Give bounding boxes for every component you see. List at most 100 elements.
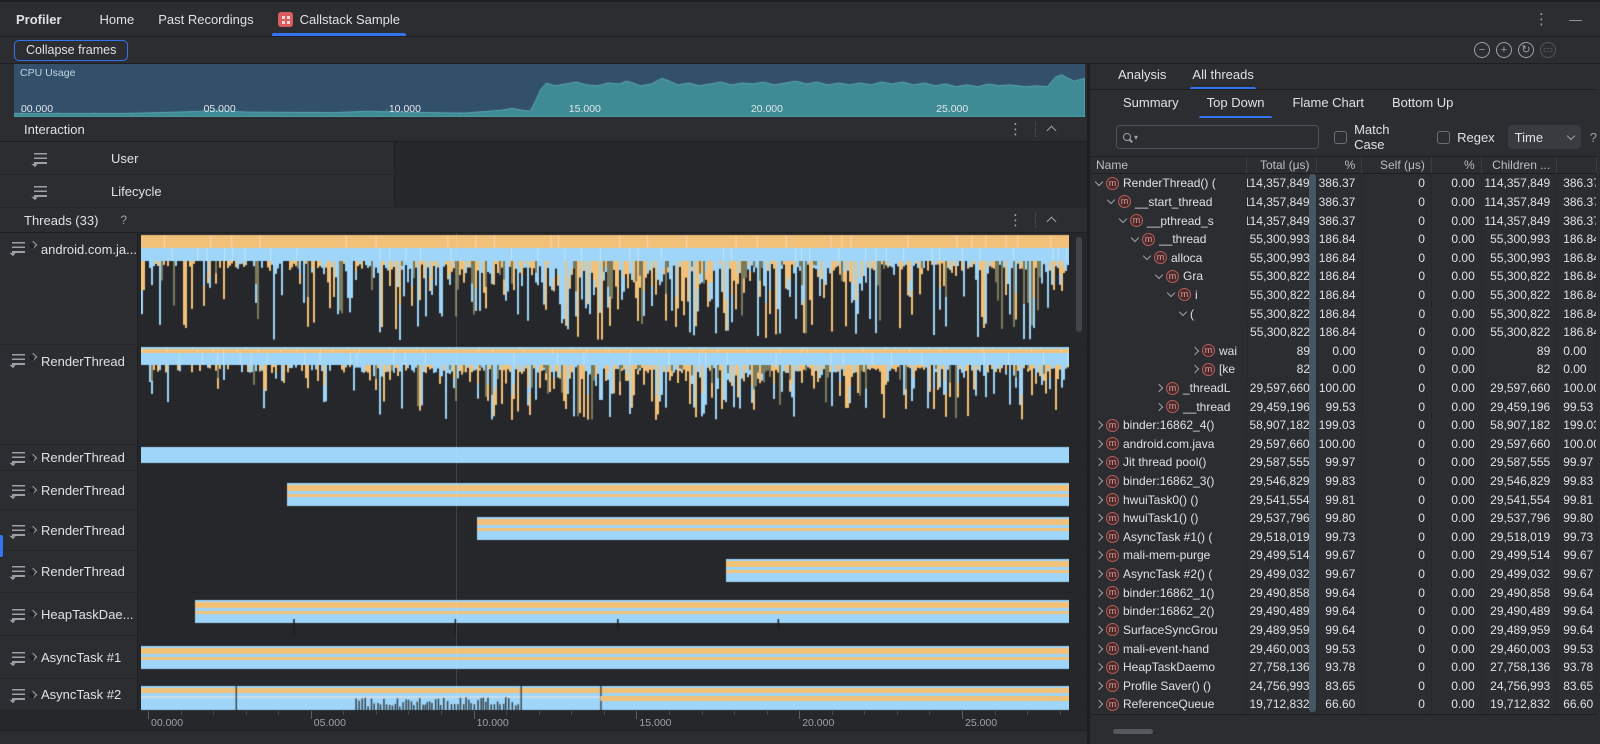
table-row[interactable]: m hwuiTask1() () 29,537,796 99.80 0 0.00 29,53… bbox=[1090, 508, 1597, 528]
cpu-usage-canvas[interactable] bbox=[14, 64, 1085, 117]
tab-callstack-sample[interactable]: Callstack Sample bbox=[266, 2, 412, 36]
regex-option[interactable]: Regex bbox=[1437, 130, 1495, 145]
column-header-children-pct[interactable]: % bbox=[1317, 157, 1363, 173]
table-row[interactable]: m mali-event-hand 29,460,003 99.53 0 0.00 29,4… bbox=[1090, 639, 1597, 658]
vertical-scrollbar[interactable] bbox=[1076, 237, 1082, 332]
thread-label[interactable]: AsyncTask #1 bbox=[0, 636, 138, 678]
tab-analysis[interactable]: Analysis bbox=[1116, 67, 1168, 89]
table-row[interactable]: m HeapTaskDaemo 27,758,136 93.78 0 0.00 27,758… bbox=[1090, 657, 1597, 677]
chevron-expanded-icon[interactable] bbox=[1142, 251, 1152, 261]
table-row[interactable]: m alloca 55,300,993 186.84 0 0.00 55,300,993 18… bbox=[1090, 248, 1597, 268]
thread-track[interactable] bbox=[138, 471, 1087, 510]
tab-home[interactable]: Home bbox=[88, 2, 147, 36]
chevron-collapsed-icon[interactable] bbox=[1094, 439, 1104, 449]
table-row[interactable]: m AsyncTask #1() (29,518,019 99.73 0 0.00 29,… bbox=[1090, 527, 1597, 547]
table-row[interactable]: m SurfaceSyncGrou 29,489,959 99.64 0 0.00 29,4… bbox=[1090, 620, 1597, 640]
table-row[interactable]: m __pthread_s 114,357,849 386.37 0 0.00 114,35… bbox=[1090, 211, 1597, 230]
chevron-collapsed-icon[interactable] bbox=[1094, 420, 1104, 430]
tab-all-threads[interactable]: All threads bbox=[1190, 67, 1256, 89]
chevron-expanded-icon[interactable] bbox=[1154, 270, 1164, 280]
chevron-collapsed-icon[interactable] bbox=[1094, 625, 1104, 635]
table-scroll-stripe[interactable] bbox=[1309, 174, 1316, 712]
interaction-section-header[interactable]: Interaction ⋮ bbox=[0, 117, 1087, 142]
zoom-in-icon[interactable]: + bbox=[1496, 42, 1512, 58]
column-header-children[interactable]: Children ... bbox=[1482, 157, 1558, 173]
chevron-collapsed-icon[interactable] bbox=[1094, 551, 1104, 560]
thread-label[interactable]: RenderThread bbox=[0, 551, 138, 592]
match-case-option[interactable]: Match Case bbox=[1334, 122, 1422, 152]
thread-track-canvas[interactable] bbox=[141, 593, 1069, 636]
thread-label[interactable]: AsyncTask #2 bbox=[0, 679, 138, 710]
table-row[interactable]: m mali-mem-purge 29,499,514 99.67 0 0.00 29,49… bbox=[1090, 546, 1597, 565]
thread-track-canvas[interactable] bbox=[141, 233, 1069, 345]
table-row[interactable]: m AsyncTask #2() (29,499,032 99.67 0 0.00 29,… bbox=[1090, 564, 1597, 584]
thread-track-canvas[interactable] bbox=[141, 510, 1069, 551]
chevron-collapsed-icon[interactable] bbox=[1094, 458, 1104, 467]
interaction-kebab-icon[interactable]: ⋮ bbox=[1008, 121, 1023, 138]
tab-bottom-up[interactable]: Bottom Up bbox=[1390, 95, 1455, 118]
table-row[interactable]: m __thread 55,300,993 186.84 0 0.00 55,300,993… bbox=[1090, 229, 1597, 249]
chevron-expanded-icon[interactable] bbox=[1118, 214, 1128, 224]
search-help-icon[interactable]: ? bbox=[1589, 129, 1597, 145]
interaction-track[interactable] bbox=[395, 175, 1087, 207]
thread-track-canvas[interactable] bbox=[141, 471, 1069, 510]
chevron-collapsed-icon[interactable] bbox=[1190, 346, 1200, 356]
table-row[interactable]: 55,300,822 186.84 0 0.00 55,300,822 186.84 bbox=[1090, 322, 1597, 342]
table-row[interactable]: m binder:16862_1() 29,490,858 99.64 0 0.00 29,… bbox=[1090, 583, 1597, 603]
thread-track[interactable] bbox=[138, 636, 1087, 679]
interaction-row-lifecycle[interactable]: Lifecycle bbox=[0, 175, 1087, 208]
tab-top-down[interactable]: Top Down bbox=[1198, 95, 1273, 118]
chevron-collapsed-icon[interactable] bbox=[1154, 383, 1164, 393]
table-row[interactable]: m __start_thread 114,357,849 386.37 0 0.00 114… bbox=[1090, 192, 1597, 212]
chevron-collapsed-icon[interactable] bbox=[1094, 662, 1104, 672]
chevron-collapsed-icon[interactable] bbox=[1094, 495, 1104, 504]
chevron-collapsed-icon[interactable] bbox=[1190, 365, 1200, 374]
table-row[interactable]: (55,300,822 186.84 0 0.00 55,300,822 186.84 bbox=[1090, 304, 1597, 323]
chevron-collapsed-icon[interactable] bbox=[1094, 569, 1104, 579]
table-row[interactable]: m _threadL 29,597,660 100.00 0 0.00 29,597,660… bbox=[1090, 378, 1597, 398]
threads-section-header[interactable]: Threads (33) ? ⋮ bbox=[0, 208, 1087, 233]
thread-label[interactable]: RenderThread bbox=[0, 345, 138, 444]
chevron-collapsed-icon[interactable] bbox=[1094, 514, 1104, 523]
interaction-track[interactable] bbox=[395, 142, 1087, 174]
chevron-collapsed-icon[interactable] bbox=[1154, 402, 1164, 411]
collapse-section-icon[interactable] bbox=[1046, 125, 1057, 136]
tab-flame-chart[interactable]: Flame Chart bbox=[1290, 95, 1366, 118]
search-box[interactable]: ▾ bbox=[1116, 125, 1320, 149]
thread-track-canvas[interactable] bbox=[141, 679, 1069, 711]
table-row[interactable]: m Gra 55,300,822 186.84 0 0.00 55,300,822 186.8… bbox=[1090, 267, 1597, 286]
table-row[interactable]: m Profile Saver() () 24,756,993 83.65 0 0.00 2… bbox=[1090, 676, 1597, 696]
cpu-usage-chart[interactable]: CPU Usage 00.000 05.000 10.000 15.000 20.000… bbox=[14, 64, 1085, 117]
table-row[interactable]: m android.com.java 29,597,660 100.00 0 0.00 29… bbox=[1090, 434, 1597, 454]
thread-track[interactable] bbox=[138, 445, 1087, 471]
chevron-collapsed-icon[interactable] bbox=[1094, 644, 1104, 653]
horizontal-scrollbar[interactable] bbox=[1113, 729, 1153, 734]
tab-past-recordings[interactable]: Past Recordings bbox=[146, 2, 265, 36]
chevron-expanded-icon[interactable] bbox=[1094, 177, 1104, 187]
thread-track[interactable] bbox=[138, 510, 1087, 551]
table-row[interactable]: m i 55,300,822 186.84 0 0.00 55,300,822 186.84 bbox=[1090, 285, 1597, 305]
column-header-self-s[interactable]: Self (μs) bbox=[1362, 157, 1432, 173]
collapse-frames-button[interactable]: Collapse frames bbox=[14, 39, 129, 61]
thread-track[interactable] bbox=[138, 679, 1087, 711]
thread-label[interactable]: RenderThread bbox=[0, 445, 138, 470]
table-row[interactable]: m ReferenceQueue 19,712,832 66.60 0 0.00 19,71… bbox=[1090, 695, 1597, 714]
table-row[interactable]: m [ke 82 0.00 0 0.00 82 0.00 bbox=[1090, 360, 1597, 379]
thread-track-canvas[interactable] bbox=[141, 551, 1069, 593]
chevron-expanded-icon[interactable] bbox=[1166, 289, 1176, 298]
column-header-name[interactable]: Name bbox=[1090, 157, 1247, 173]
thread-track[interactable] bbox=[138, 551, 1087, 593]
search-history-caret-icon[interactable]: ▾ bbox=[1134, 132, 1139, 142]
regex-checkbox[interactable] bbox=[1437, 130, 1451, 144]
threads-kebab-icon[interactable]: ⋮ bbox=[1008, 212, 1023, 229]
threads-help-icon[interactable]: ? bbox=[120, 213, 128, 227]
chevron-collapsed-icon[interactable] bbox=[1094, 607, 1104, 616]
collapse-section-icon[interactable] bbox=[1046, 216, 1057, 227]
column-header-total-s[interactable]: Total (μs) bbox=[1247, 157, 1317, 173]
minimize-icon[interactable]: — bbox=[1569, 11, 1582, 27]
table-row[interactable]: m Jit thread pool() 29,587,555 99.97 0 0.00 29… bbox=[1090, 453, 1597, 472]
thread-track[interactable] bbox=[138, 233, 1087, 345]
thread-track[interactable] bbox=[138, 345, 1087, 445]
table-row[interactable]: m binder:16862_2() 29,490,489 99.64 0 0.00 29,… bbox=[1090, 602, 1597, 621]
chevron-collapsed-icon[interactable] bbox=[1094, 532, 1104, 542]
